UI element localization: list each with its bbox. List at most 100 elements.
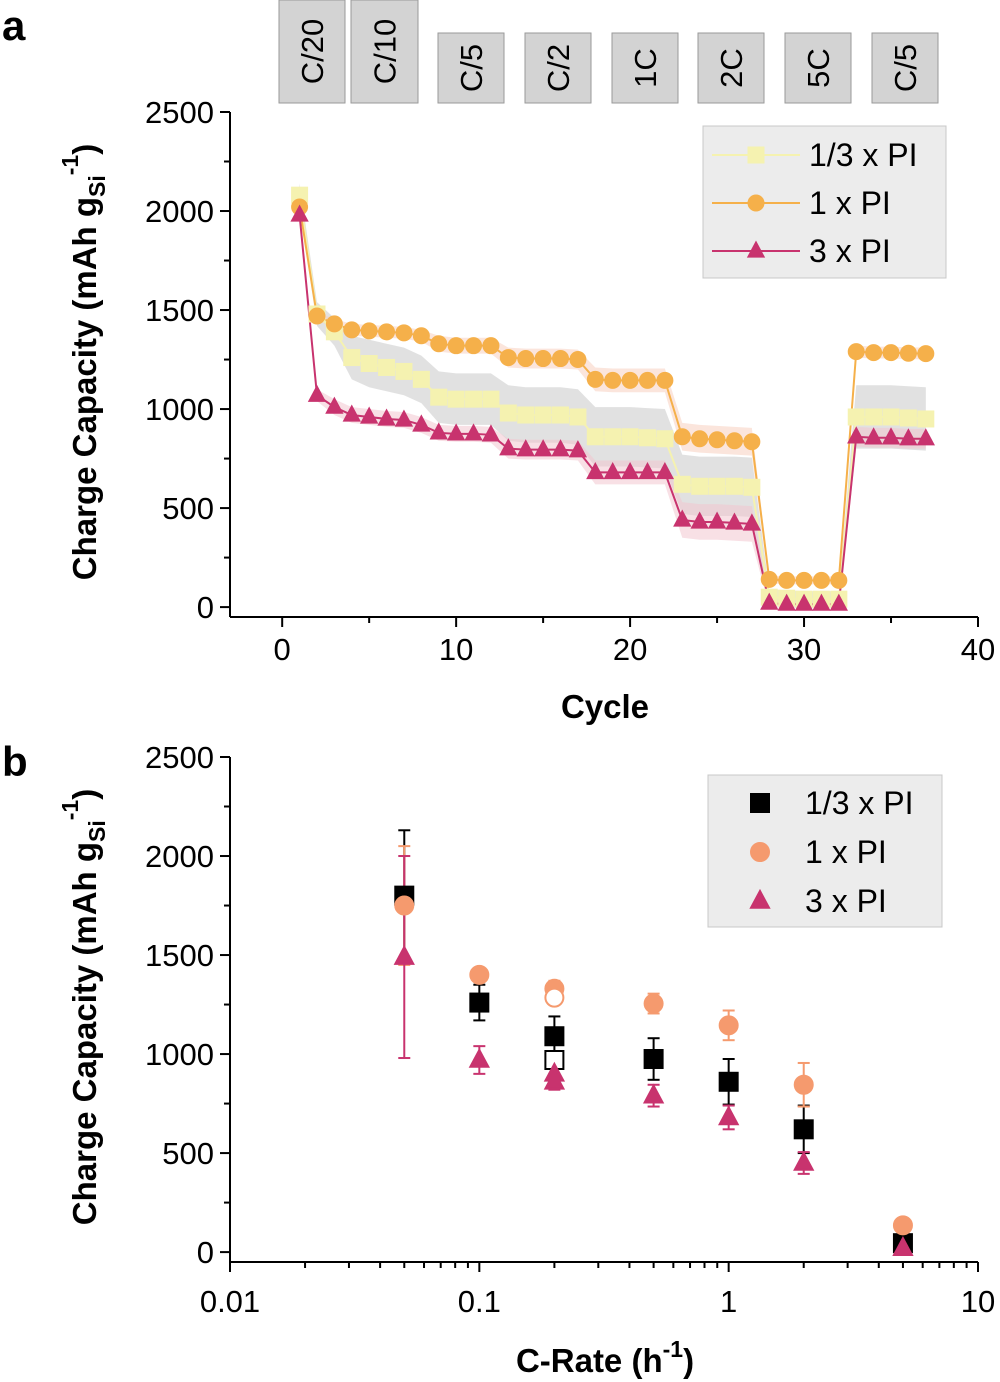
data-point (429, 422, 448, 440)
panel-b-xlabel-sup: -1 (663, 1336, 684, 1362)
data-point (793, 1150, 815, 1171)
panel-b-ylabel-close: ) (66, 789, 103, 800)
legend-marker (749, 888, 771, 909)
data-point (778, 571, 796, 589)
y-tick-label: 500 (162, 491, 214, 526)
panel-b-series-markers (393, 885, 914, 1256)
data-point (742, 513, 762, 531)
data-point (638, 371, 656, 389)
panel-b-legend: 1/3 x PI 1 x PI 3 x PI (707, 774, 943, 928)
data-point (586, 461, 605, 480)
data-point (829, 593, 849, 611)
data-point (656, 371, 674, 389)
data-point (325, 315, 343, 333)
data-point (707, 511, 727, 529)
panel-a-legend: 1/3 x PI 1 x PI 3 x PI (702, 125, 947, 279)
data-point (482, 390, 500, 408)
data-point (917, 410, 935, 428)
data-point (899, 409, 917, 427)
panel-a-error-bands (299, 183, 926, 609)
data-point (673, 509, 692, 527)
panel-b-x-axis-title: C-Rate (h-1) (516, 1336, 694, 1379)
data-point (760, 592, 779, 610)
y-tick-label: 1000 (145, 392, 214, 427)
data-point (586, 370, 604, 388)
legend-label: 1 x PI (809, 185, 891, 221)
data-point (621, 428, 639, 446)
data-point (465, 337, 483, 355)
panel-a-letter: a (2, 2, 26, 49)
data-point (620, 461, 640, 480)
data-point (760, 570, 778, 588)
legend-label: 1 x PI (805, 834, 887, 870)
y-tick-label: 2000 (145, 194, 214, 229)
data-point (412, 327, 430, 345)
data-point (551, 439, 570, 457)
data-point (743, 433, 761, 451)
data-point (482, 337, 500, 355)
panel-a-axes: 0 10 20 30 40 0 500 1000 1500 2000 2500 (145, 95, 995, 667)
panel-b-xlabel-close: ) (683, 1342, 694, 1379)
data-point (621, 371, 639, 389)
data-point (499, 404, 517, 422)
error-band (299, 183, 926, 608)
data-point (690, 511, 709, 529)
data-point (718, 1015, 739, 1036)
data-point (865, 344, 883, 362)
data-point (643, 1049, 664, 1070)
x-tick-label: 0.1 (458, 1284, 501, 1319)
y-tick-label: 1500 (145, 938, 214, 973)
data-point (830, 571, 848, 589)
data-point (516, 439, 535, 457)
data-point (655, 461, 675, 480)
rate-label-box (524, 32, 592, 104)
panel-a-y-axis-title: Charge Capacity (mAh gSi-1) (57, 144, 110, 580)
y-tick-label: 1000 (145, 1037, 214, 1072)
x-tick-label: 30 (787, 632, 821, 667)
data-point (568, 440, 588, 458)
data-point (499, 349, 517, 367)
data-point (544, 987, 565, 1008)
legend-marker (747, 146, 765, 164)
data-point (465, 390, 483, 408)
data-point (603, 461, 622, 480)
data-point (343, 349, 361, 367)
data-point (430, 388, 448, 406)
rate-label-text: 5C (801, 48, 836, 88)
data-point (543, 1069, 566, 1090)
data-point (673, 475, 691, 493)
data-point (342, 404, 361, 422)
data-point (586, 428, 604, 446)
data-point (656, 430, 674, 448)
y-tick-label: 500 (162, 1136, 214, 1171)
data-point (290, 204, 309, 222)
panel-a-ylabel-sup: -1 (57, 155, 83, 176)
panel-b-ylabel-sub: Si (84, 820, 110, 842)
data-point (308, 307, 326, 325)
rate-label-box (611, 32, 679, 104)
data-point (468, 1047, 491, 1068)
data-point (718, 1071, 739, 1092)
data-point (499, 438, 518, 456)
data-point (892, 1215, 913, 1236)
data-point (865, 408, 883, 426)
data-point (552, 406, 570, 424)
x-tick-label: 0 (274, 632, 291, 667)
data-point (343, 321, 361, 339)
panel-b-letter: b (2, 738, 28, 785)
panel-a-x-axis-title: Cycle (561, 688, 649, 725)
data-point (534, 350, 552, 368)
rate-label-box (278, 0, 346, 104)
panel-a-ylabel-close: ) (66, 144, 103, 155)
panel-a-series-markers (290, 186, 935, 611)
data-point (325, 396, 344, 414)
data-point (395, 324, 413, 342)
legend-label: 1/3 x PI (809, 137, 918, 173)
rate-label-text: C/5 (454, 44, 489, 92)
data-point (447, 390, 465, 408)
y-tick-label: 0 (197, 590, 214, 625)
y-tick-label: 1500 (145, 293, 214, 328)
data-point (378, 358, 396, 376)
data-point (917, 345, 935, 363)
